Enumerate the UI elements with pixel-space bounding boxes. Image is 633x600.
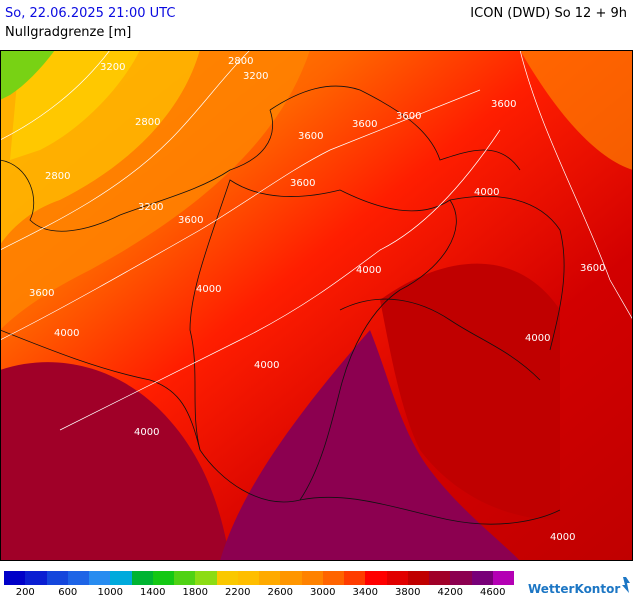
contour-label: 3600 [290, 178, 315, 189]
legend-swatch [174, 571, 196, 585]
legend-swatch [301, 571, 323, 585]
zone-darkred-south [380, 263, 560, 520]
legend-swatch [4, 571, 26, 585]
contour-label: 3600 [396, 111, 421, 122]
freezing-level-map: 3200 2800 3200 2800 2800 3200 3600 3600 … [0, 50, 633, 561]
contour-label: 3600 [580, 263, 605, 274]
border-france [0, 329, 201, 451]
legend-swatch [89, 571, 111, 585]
legend-swatch [110, 571, 132, 585]
legend-swatch [67, 571, 89, 585]
legend-tick: 2200 [225, 587, 251, 598]
legend-swatch [407, 571, 429, 585]
legend-swatch [280, 571, 302, 585]
legend-swatch [450, 571, 472, 585]
legend-swatch [322, 571, 344, 585]
legend-tick: 1400 [140, 587, 166, 598]
legend-tick: 600 [58, 587, 78, 598]
zone-east-orange [520, 50, 633, 170]
border-poland [449, 195, 565, 351]
legend-swatch [25, 571, 47, 585]
zone-orange [0, 50, 310, 330]
coastline-north-sea [0, 109, 273, 232]
legend-swatch [344, 571, 366, 585]
contour-label: 3200 [243, 71, 268, 82]
contour-label: 2800 [45, 171, 70, 182]
contour-label: 2800 [228, 56, 253, 67]
zone-yellow-core [10, 50, 140, 160]
legend-swatch [216, 571, 238, 585]
contour-label: 3600 [178, 215, 203, 226]
legend-tick: 200 [15, 587, 35, 598]
contour-labels: 3200 2800 3200 2800 2800 3200 3600 3600 … [29, 56, 605, 543]
contour-label: 4000 [254, 360, 279, 371]
contour-label: 4000 [134, 427, 159, 438]
borders [0, 85, 565, 525]
legend-tick: 4600 [480, 587, 506, 598]
contour-label: 3200 [100, 62, 125, 73]
zone-darkred-west [0, 362, 230, 561]
legend-swatch [131, 571, 153, 585]
zone-green-corner [0, 50, 55, 100]
legend-swatch [386, 571, 408, 585]
legend-tick: 3800 [395, 587, 421, 598]
legend-tick: 1800 [182, 587, 208, 598]
contour-label: 3600 [491, 99, 516, 110]
legend-swatch [195, 571, 217, 585]
contour-label: 3200 [138, 202, 163, 213]
model-run-label: ICON (DWD) So 12 + 9h [470, 6, 627, 21]
contour-label: 4000 [54, 328, 79, 339]
legend-colorbar [4, 571, 514, 585]
contour-label: 3600 [298, 131, 323, 142]
border-czech [339, 298, 541, 381]
contour-label: 4000 [356, 265, 381, 276]
legend-tick: 3400 [352, 587, 378, 598]
contour-label: 4000 [525, 333, 550, 344]
legend-swatch [237, 571, 259, 585]
legend-swatch [152, 571, 174, 585]
logo-mark-icon [622, 577, 630, 593]
contour-label: 4000 [196, 284, 221, 295]
legend-tick: 1000 [97, 587, 123, 598]
legend-swatch [259, 571, 281, 585]
contour-label: 4000 [474, 187, 499, 198]
border-germany [189, 179, 457, 503]
isolines [0, 50, 633, 431]
legend-tick-labels: 200 600 1000 1400 1800 2200 2600 3000 3400 3800 42… [0, 587, 633, 600]
legend-swatch [365, 571, 387, 585]
contour-label: 3600 [352, 119, 377, 130]
wetterkontor-logo: WetterKontor [528, 582, 621, 596]
legend-tick: 3000 [310, 587, 336, 598]
parameter-label: Nullgradgrenze [m] [5, 25, 132, 40]
border-austria [299, 496, 561, 525]
coastline-baltic [269, 85, 521, 171]
legend-tick: 4200 [437, 587, 463, 598]
legend-tick: 2600 [267, 587, 293, 598]
contour-label: 2800 [135, 117, 160, 128]
forecast-datetime: So, 22.06.2025 21:00 UTC [5, 6, 176, 21]
zone-purple-band [220, 330, 520, 561]
legend-swatch [492, 571, 514, 585]
contour-label: 4000 [550, 532, 575, 543]
legend-swatch [46, 571, 68, 585]
legend-swatch [471, 571, 493, 585]
legend-swatch [429, 571, 451, 585]
contour-label: 3600 [29, 288, 54, 299]
